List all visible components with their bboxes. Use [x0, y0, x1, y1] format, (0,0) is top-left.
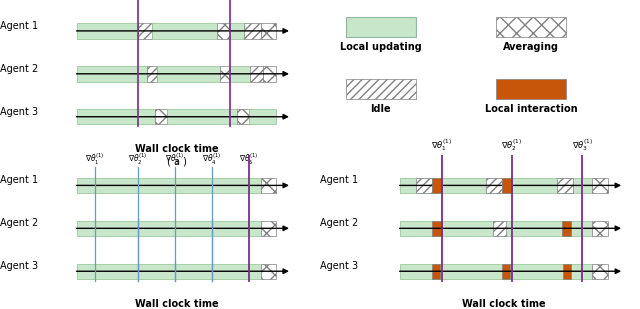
- Bar: [502, 178, 512, 193]
- Bar: [592, 178, 608, 193]
- Bar: [562, 221, 572, 236]
- Text: Idle: Idle: [371, 104, 391, 113]
- Bar: [230, 23, 244, 39]
- Bar: [261, 264, 276, 279]
- Text: Agent 3: Agent 3: [0, 261, 38, 271]
- Bar: [77, 178, 261, 193]
- Bar: [416, 178, 432, 193]
- Text: Agent 1: Agent 1: [320, 175, 358, 185]
- Bar: [77, 66, 147, 82]
- Text: $\nabla\theta_1^{(1)}$: $\nabla\theta_1^{(1)}$: [85, 151, 105, 167]
- Bar: [502, 264, 511, 279]
- Bar: [138, 23, 152, 39]
- Text: Agent 2: Agent 2: [0, 64, 38, 74]
- Text: Agent 1: Agent 1: [0, 21, 38, 31]
- Bar: [563, 264, 572, 279]
- Bar: [237, 109, 249, 125]
- Text: Agent 1: Agent 1: [0, 175, 38, 185]
- Bar: [77, 264, 261, 279]
- Text: Wall clock time: Wall clock time: [135, 144, 218, 154]
- Bar: [261, 178, 276, 193]
- Bar: [346, 79, 416, 99]
- Text: Agent 3: Agent 3: [0, 107, 38, 116]
- Bar: [249, 109, 276, 125]
- Bar: [250, 66, 262, 82]
- Bar: [77, 109, 155, 125]
- Bar: [557, 178, 573, 193]
- Bar: [168, 109, 237, 125]
- Bar: [262, 66, 276, 82]
- Bar: [261, 23, 276, 39]
- Bar: [400, 264, 592, 279]
- Text: Wall clock time: Wall clock time: [135, 299, 218, 309]
- Text: Averaging: Averaging: [503, 42, 559, 52]
- Text: $\nabla\theta_4^{(1)}$: $\nabla\theta_4^{(1)}$: [202, 151, 222, 167]
- Text: $\nabla\theta_2^{(1)}$: $\nabla\theta_2^{(1)}$: [501, 138, 523, 153]
- Bar: [261, 221, 276, 236]
- Bar: [432, 178, 442, 193]
- Text: Wall clock time: Wall clock time: [462, 299, 546, 309]
- Bar: [432, 264, 440, 279]
- Text: $\nabla\theta_3^{(1)}$: $\nabla\theta_3^{(1)}$: [165, 151, 185, 167]
- Text: Agent 2: Agent 2: [0, 218, 38, 228]
- Bar: [592, 264, 608, 279]
- Text: Local interaction: Local interaction: [485, 104, 577, 113]
- Bar: [244, 23, 261, 39]
- Text: Agent 3: Agent 3: [320, 261, 358, 271]
- Bar: [230, 66, 250, 82]
- Text: $\nabla\theta_5^{(1)}$: $\nabla\theta_5^{(1)}$: [239, 151, 259, 167]
- Text: $\nabla\theta_2^{(1)}$: $\nabla\theta_2^{(1)}$: [129, 151, 148, 167]
- Bar: [400, 178, 592, 193]
- Bar: [216, 23, 230, 39]
- Bar: [496, 79, 566, 99]
- Bar: [155, 109, 168, 125]
- Bar: [432, 221, 442, 236]
- Text: Local updating: Local updating: [340, 42, 422, 52]
- Bar: [493, 221, 506, 236]
- Text: $\nabla\theta_1^{(1)}$: $\nabla\theta_1^{(1)}$: [431, 138, 452, 153]
- Bar: [147, 66, 157, 82]
- Text: Agent 2: Agent 2: [320, 218, 358, 228]
- Text: $\nabla\theta_3^{(1)}$: $\nabla\theta_3^{(1)}$: [572, 138, 593, 153]
- Bar: [592, 221, 608, 236]
- Bar: [220, 66, 230, 82]
- Text: ( a ): ( a ): [166, 156, 187, 166]
- Bar: [77, 221, 261, 236]
- Bar: [77, 23, 138, 39]
- Bar: [346, 17, 416, 37]
- Bar: [400, 221, 592, 236]
- Bar: [157, 66, 220, 82]
- Bar: [152, 23, 216, 39]
- Bar: [496, 17, 566, 37]
- Bar: [486, 178, 502, 193]
